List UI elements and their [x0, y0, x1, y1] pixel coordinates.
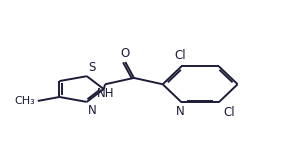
- Text: CH₃: CH₃: [15, 96, 35, 106]
- Text: S: S: [88, 61, 96, 74]
- Text: O: O: [121, 47, 130, 60]
- Text: Cl: Cl: [223, 106, 235, 119]
- Text: N: N: [176, 105, 184, 118]
- Text: Cl: Cl: [174, 49, 186, 62]
- Text: NH: NH: [97, 87, 114, 100]
- Text: N: N: [88, 104, 97, 117]
